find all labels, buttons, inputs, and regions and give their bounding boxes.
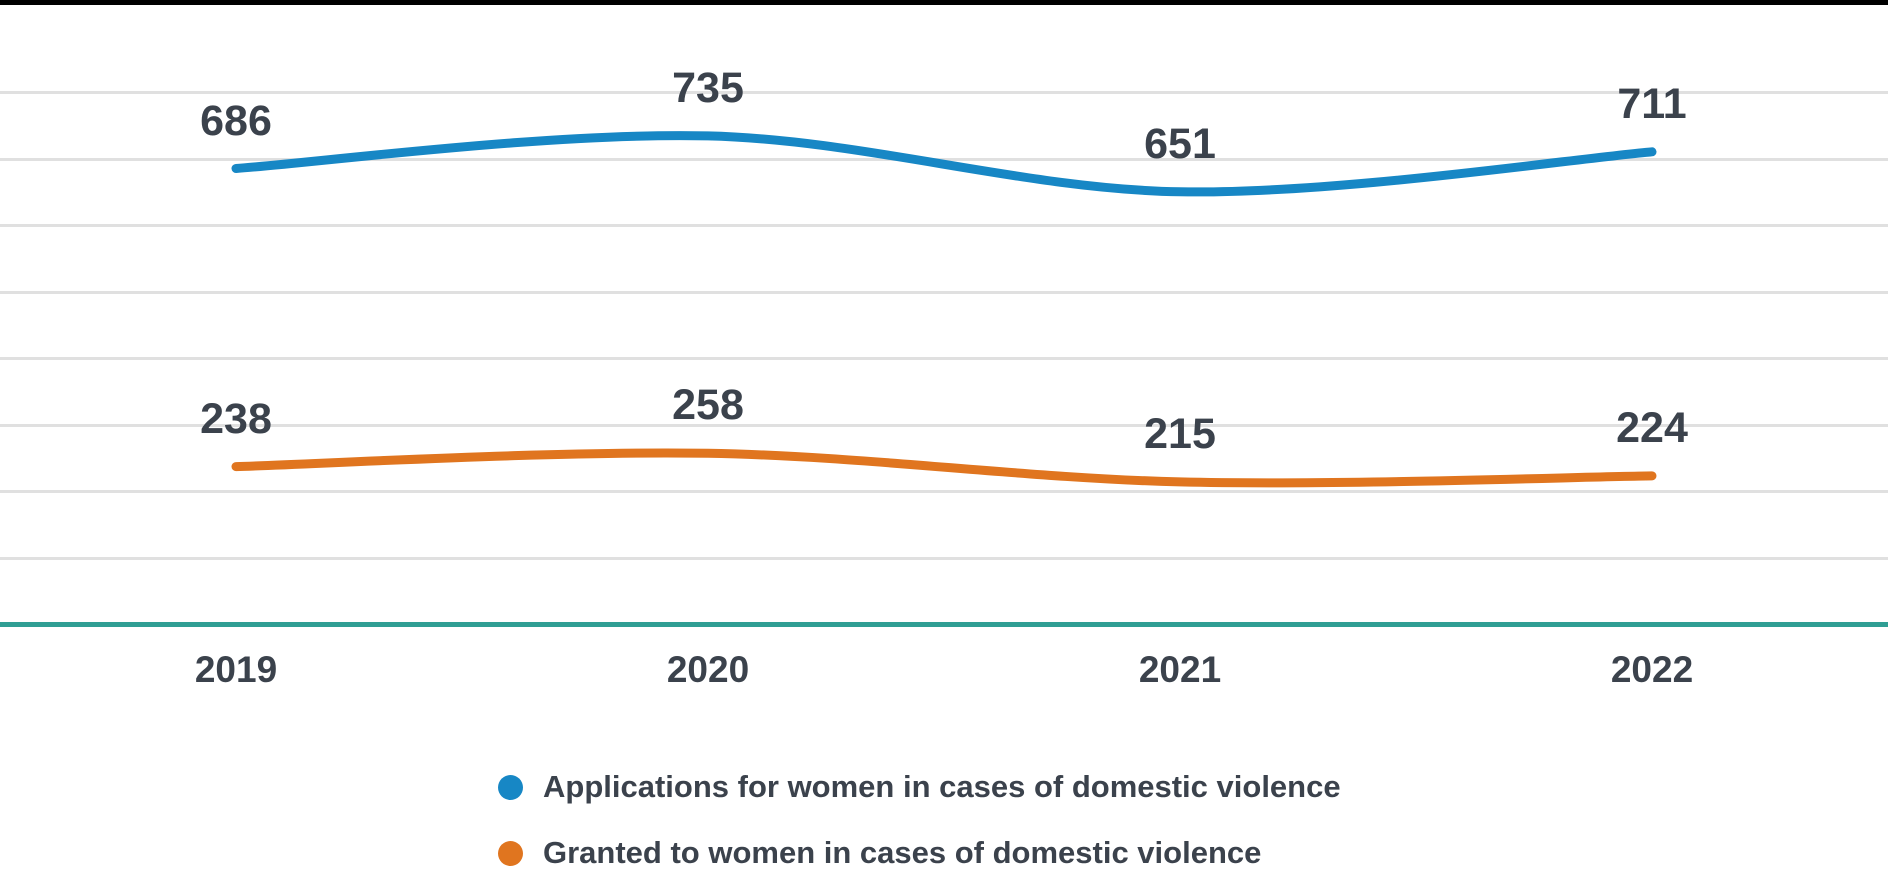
legend-marker-granted-icon	[498, 840, 523, 866]
legend-label-applications: Applications for women in cases of domes…	[543, 769, 1341, 804]
gridline	[0, 157, 1888, 161]
x-tick-label: 2020	[666, 649, 750, 690]
data-label: 735	[672, 63, 744, 112]
gridline	[0, 357, 1888, 361]
legend-item-granted[interactable]: Granted to women in cases of domestic vi…	[498, 835, 1261, 869]
gridline	[0, 423, 1888, 427]
data-label: 711	[1617, 79, 1687, 128]
series-line-granted	[231, 448, 1657, 488]
legend-marker-applications-icon	[498, 774, 523, 800]
top-border	[0, 0, 1888, 5]
x-axis-line	[0, 622, 1888, 627]
data-label: 224	[1616, 403, 1688, 452]
gridline	[0, 557, 1888, 560]
gridline	[0, 224, 1888, 228]
gridline	[0, 290, 1888, 294]
data-label: 686	[200, 96, 272, 145]
legend-label-granted: Granted to women in cases of domestic vi…	[543, 835, 1262, 869]
data-label: 651	[1144, 119, 1216, 168]
gridline	[0, 490, 1888, 494]
data-label: 258	[672, 381, 744, 430]
series-line-applications	[231, 131, 1657, 197]
x-tick-label: 2019	[194, 649, 278, 690]
x-tick-label: 2022	[1610, 649, 1694, 690]
data-label: 238	[200, 394, 272, 443]
legend-item-applications[interactable]: Applications for women in cases of domes…	[498, 769, 1341, 805]
data-label: 215	[1144, 409, 1216, 458]
gridline	[0, 91, 1888, 95]
x-tick-label: 2021	[1138, 649, 1222, 690]
